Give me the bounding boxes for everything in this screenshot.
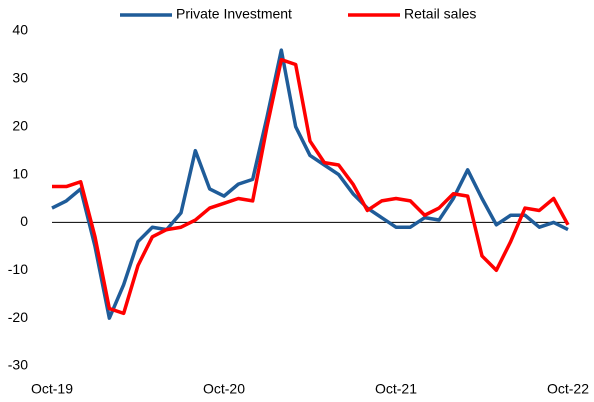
- y-tick-label: 40: [12, 22, 28, 38]
- y-tick-label: -30: [8, 357, 28, 373]
- y-tick-label: -20: [8, 309, 28, 325]
- y-tick-label: 30: [12, 70, 28, 86]
- x-tick-label: Oct-19: [31, 381, 73, 397]
- legend-label: Private Investment: [176, 6, 292, 22]
- y-tick-label: 20: [12, 117, 28, 133]
- data-line: [52, 57, 570, 316]
- x-tick-label: Oct-20: [203, 381, 245, 397]
- y-tick-label: 10: [12, 165, 28, 181]
- y-tick-label: 0: [20, 213, 28, 229]
- x-tick-label: Oct-21: [375, 381, 417, 397]
- legend-label: Retail sales: [404, 6, 476, 22]
- x-tick-label: Oct-22: [547, 381, 589, 397]
- data-line: [51, 48, 569, 320]
- y-tick-label: -10: [8, 261, 28, 277]
